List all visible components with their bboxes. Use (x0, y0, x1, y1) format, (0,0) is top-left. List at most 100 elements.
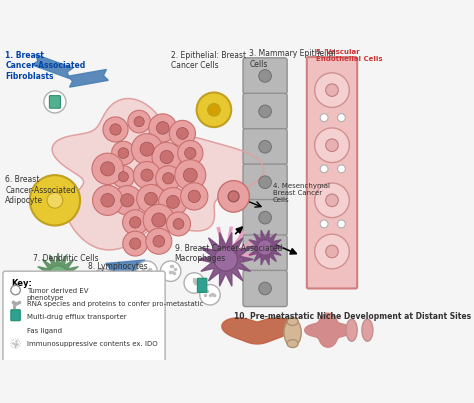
Circle shape (175, 127, 189, 140)
Circle shape (120, 229, 150, 259)
Circle shape (115, 188, 139, 212)
Circle shape (185, 170, 196, 181)
Circle shape (178, 163, 202, 187)
Circle shape (140, 168, 154, 182)
Circle shape (259, 70, 272, 82)
Circle shape (117, 147, 130, 160)
Circle shape (132, 160, 162, 190)
Circle shape (128, 237, 142, 250)
Text: 9. Breast Cancer-Associated
Macrophages: 9. Breast Cancer-Associated Macrophages (174, 243, 282, 263)
Circle shape (326, 194, 338, 207)
Text: RNA species and proteins to confer pro-metastatic: RNA species and proteins to confer pro-m… (27, 301, 203, 307)
Circle shape (167, 118, 198, 149)
Circle shape (315, 183, 349, 218)
Ellipse shape (362, 319, 373, 341)
Text: Multi-drug efflux transporter: Multi-drug efflux transporter (27, 314, 126, 320)
FancyBboxPatch shape (307, 57, 357, 289)
Polygon shape (32, 54, 73, 79)
Circle shape (145, 193, 157, 205)
Circle shape (326, 245, 338, 258)
Circle shape (133, 135, 162, 164)
Circle shape (326, 139, 338, 152)
Circle shape (137, 261, 157, 281)
Ellipse shape (287, 318, 298, 326)
Polygon shape (95, 270, 136, 288)
FancyBboxPatch shape (11, 310, 20, 321)
Circle shape (153, 214, 164, 226)
Circle shape (49, 266, 67, 285)
Circle shape (11, 285, 20, 295)
Polygon shape (198, 233, 253, 286)
Circle shape (125, 279, 153, 307)
Circle shape (133, 116, 145, 128)
Circle shape (315, 234, 349, 269)
Text: 6. Breast
Cancer-Associated
Adipocyte: 6. Breast Cancer-Associated Adipocyte (5, 175, 76, 205)
Circle shape (146, 208, 172, 233)
FancyBboxPatch shape (243, 235, 287, 271)
Circle shape (197, 92, 231, 127)
Circle shape (109, 139, 138, 168)
Text: 7. Dendritic Cells: 7. Dendritic Cells (33, 254, 99, 263)
Circle shape (155, 165, 182, 192)
Circle shape (228, 191, 239, 202)
Circle shape (259, 141, 272, 153)
Circle shape (126, 108, 153, 135)
Polygon shape (52, 98, 264, 250)
Circle shape (44, 91, 66, 113)
Circle shape (320, 114, 328, 122)
Circle shape (129, 216, 141, 228)
Circle shape (257, 240, 273, 256)
Ellipse shape (346, 319, 357, 341)
Text: 8. Lymphocytes: 8. Lymphocytes (88, 262, 147, 271)
Text: 1. Breast
Cancer-Associated
Fibroblasts: 1. Breast Cancer-Associated Fibroblasts (5, 51, 86, 81)
Circle shape (131, 285, 147, 301)
Circle shape (140, 143, 154, 156)
Circle shape (259, 176, 272, 189)
Circle shape (315, 128, 349, 162)
Text: Key:: Key: (11, 279, 32, 288)
Polygon shape (36, 253, 80, 297)
Circle shape (179, 181, 210, 212)
Circle shape (101, 163, 114, 175)
Circle shape (93, 269, 114, 289)
Circle shape (118, 171, 129, 182)
Circle shape (162, 172, 174, 185)
Circle shape (184, 273, 204, 293)
Circle shape (137, 185, 164, 212)
FancyBboxPatch shape (243, 129, 287, 165)
Circle shape (337, 220, 346, 228)
Circle shape (111, 164, 136, 189)
Circle shape (326, 84, 338, 96)
Polygon shape (247, 230, 283, 265)
Circle shape (337, 165, 346, 173)
Text: Fas ligand: Fas ligand (27, 328, 62, 334)
Circle shape (259, 282, 272, 295)
Circle shape (166, 195, 180, 208)
Polygon shape (305, 313, 351, 347)
Polygon shape (106, 260, 146, 274)
Text: Immunosuppressive contents ex. IDO: Immunosuppressive contents ex. IDO (27, 341, 157, 347)
Circle shape (11, 339, 20, 348)
Circle shape (110, 125, 120, 135)
Text: Tumor derived EV: Tumor derived EV (27, 288, 88, 294)
Circle shape (30, 175, 80, 226)
Text: 2. Epithelial: Breast
Cancer Cells: 2. Epithelial: Breast Cancer Cells (171, 51, 246, 70)
Text: 5. Vascular
Endothelial Cells: 5. Vascular Endothelial Cells (316, 49, 383, 62)
Circle shape (100, 193, 115, 207)
FancyBboxPatch shape (243, 93, 287, 129)
Text: phenotype: phenotype (27, 295, 64, 301)
Circle shape (160, 261, 181, 281)
Circle shape (187, 189, 201, 204)
Ellipse shape (287, 340, 298, 347)
Circle shape (315, 73, 349, 108)
FancyBboxPatch shape (49, 96, 60, 108)
FancyBboxPatch shape (197, 278, 207, 293)
Circle shape (178, 141, 202, 165)
FancyBboxPatch shape (3, 271, 165, 362)
Text: 3. Mammary Epithelial
Cells: 3. Mammary Epithelial Cells (249, 49, 336, 69)
Text: 10. Pre-metastatic Niche Development at Distant Sites: 10. Pre-metastatic Niche Development at … (234, 312, 471, 321)
Circle shape (173, 218, 184, 229)
FancyBboxPatch shape (243, 270, 287, 307)
Circle shape (200, 285, 220, 305)
FancyBboxPatch shape (243, 58, 287, 94)
